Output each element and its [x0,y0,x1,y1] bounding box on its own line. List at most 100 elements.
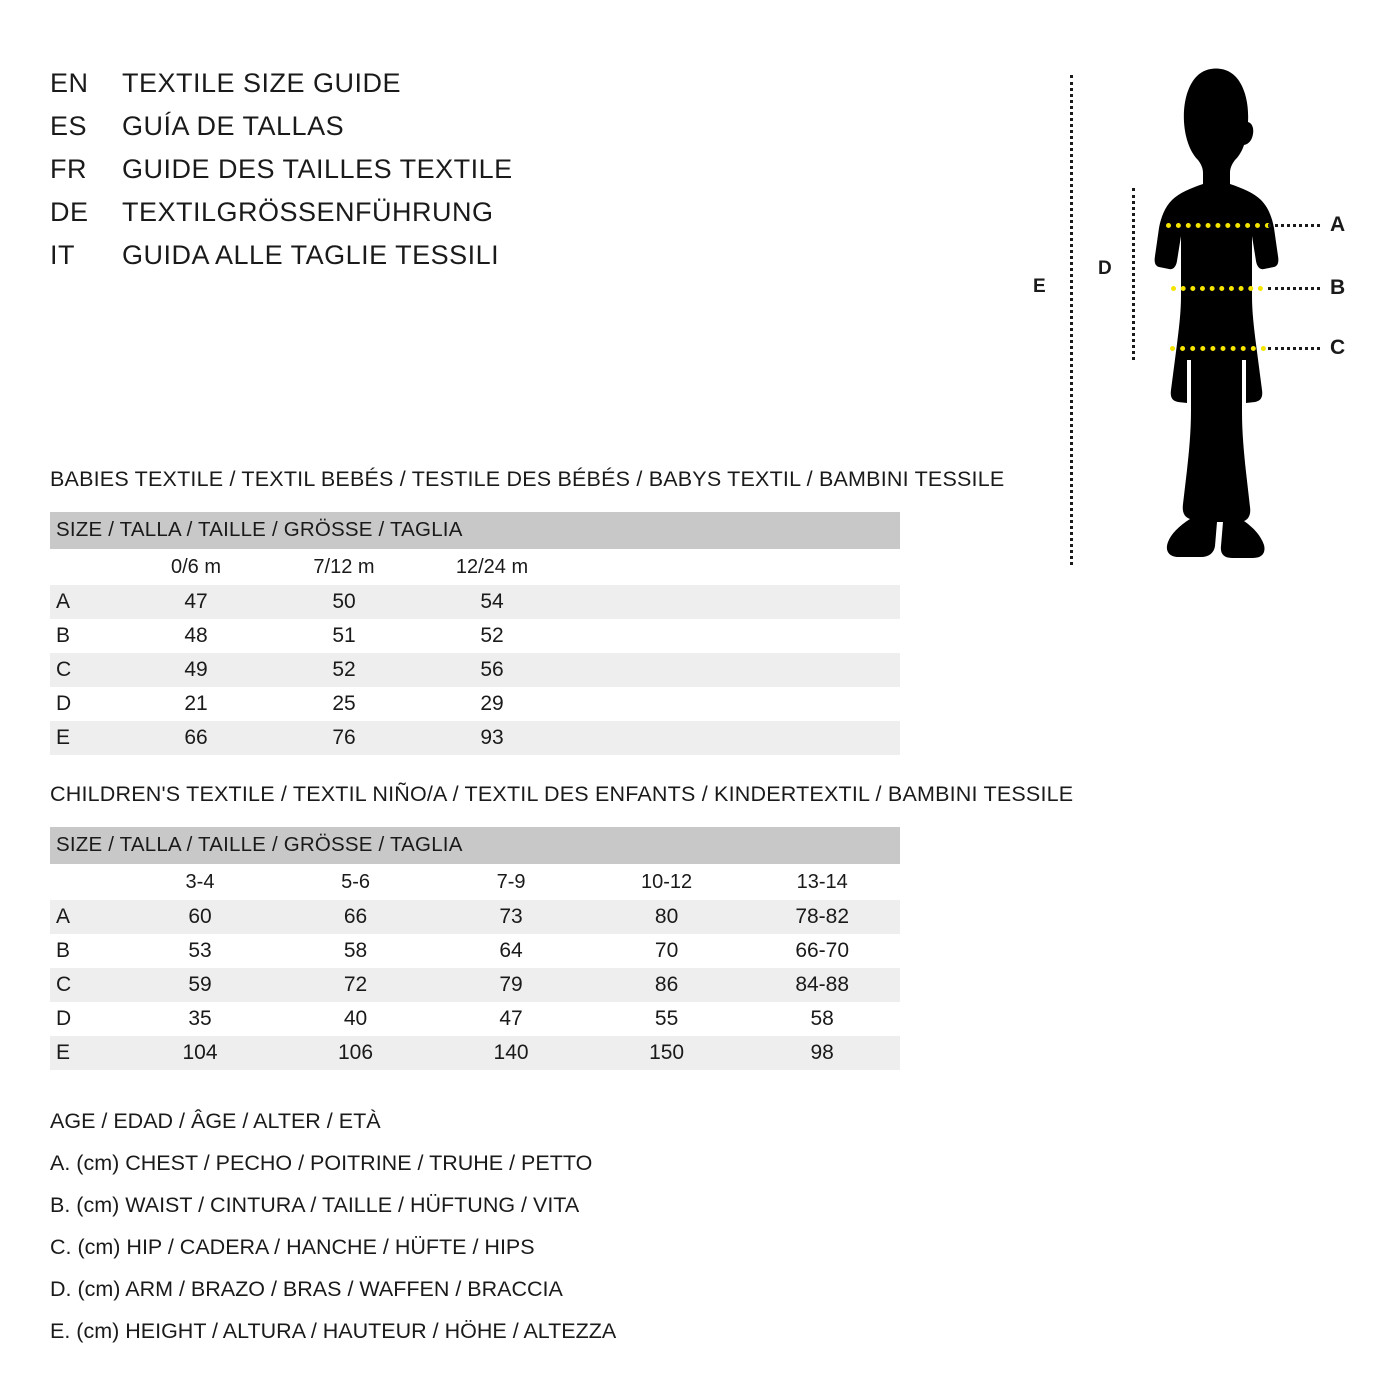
row-key: A [50,585,122,619]
children-col-header: 7-9 [433,864,589,900]
children-table-body: A 60 66 73 80 78-82 B 53 58 64 70 66-70 … [50,900,900,1070]
waist-leader-line [1268,287,1320,290]
table-row: C 49 52 56 [50,653,900,687]
cell: 59 [122,968,278,1002]
language-row: EN TEXTILE SIZE GUIDE [50,68,670,111]
cell: 104 [122,1036,278,1070]
language-code: DE [50,197,89,227]
cell: 98 [744,1036,900,1070]
babies-column-header-row: 0/6 m 7/12 m 12/24 m [50,549,900,585]
language-row: IT GUIDA ALLE TAGLIE TESSILI [50,240,670,283]
language-code: FR [50,154,87,184]
cell: 55 [588,1002,745,1036]
legend-line: C. (cm) HIP / CADERA / HANCHE / HÜFTE / … [50,1235,535,1259]
children-section-title: CHILDREN'S TEXTILE / TEXTIL NIÑO/A / TEX… [50,782,1074,806]
row-key: B [50,934,123,968]
cell: 56 [418,653,566,687]
cell: 73 [433,900,589,934]
pad-cell [566,721,900,755]
cell: 21 [122,687,270,721]
child-silhouette-icon [1154,68,1279,558]
cell: 84-88 [744,968,900,1002]
chest-leader-line [1268,224,1320,227]
hip-measure-line [1170,346,1266,351]
babies-col-header: 12/24 m [418,549,566,585]
language-title: GUIDA ALLE TAGLIE TESSILI [122,240,500,270]
cell: 52 [270,653,418,687]
legend-line: AGE / EDAD / ÂGE / ALTER / ETÀ [50,1109,381,1133]
cell: 66 [277,900,434,934]
cell: 80 [588,900,745,934]
row-key: D [50,687,122,721]
babies-size-table: SIZE / TALLA / TAILLE / GRÖSSE / TAGLIA … [50,512,900,755]
waist-measure-line [1171,286,1263,291]
table-row: A 60 66 73 80 78-82 [50,900,900,934]
legend-line: E. (cm) HEIGHT / ALTURA / HAUTEUR / HÖHE… [50,1319,617,1343]
language-row: ES GUÍA DE TALLAS [50,111,670,154]
measure-label-a: A [1330,213,1346,236]
measurement-legend: AGE / EDAD / ÂGE / ALTER / ETÀ A. (cm) CH… [50,1100,850,1352]
children-col-header: 10-12 [588,864,745,900]
table-row: E 66 76 93 [50,721,900,755]
cell: 40 [277,1002,434,1036]
cell: 47 [122,585,270,619]
language-title: GUIDE DES TAILLES TEXTILE [122,154,513,184]
cell: 35 [122,1002,278,1036]
cell: 93 [418,721,566,755]
babies-section-title: BABIES TEXTILE / TEXTIL BEBÉS / TESTILE … [50,467,1005,491]
babies-table-head: SIZE / TALLA / TAILLE / GRÖSSE / TAGLIA … [50,512,900,585]
children-column-header-row: 3-4 5-6 7-9 10-12 13-14 [50,864,900,900]
table-row: C 59 72 79 86 84-88 [50,968,900,1002]
pad-cell [566,585,900,619]
cell: 25 [270,687,418,721]
table-row: D 35 40 47 55 58 [50,1002,900,1036]
cell: 72 [277,968,434,1002]
height-label-e: E [1033,276,1046,297]
chest-measure-line [1166,223,1270,228]
row-key: D [50,1002,123,1036]
measure-label-b: B [1330,276,1346,299]
cell: 47 [433,1002,589,1036]
table-row: E 104 106 140 150 98 [50,1036,900,1070]
table-row: B 48 51 52 [50,619,900,653]
legend-line: B. (cm) WAIST / CINTURA / TAILLE / HÜFTU… [50,1193,580,1217]
row-key: C [50,968,123,1002]
cell: 140 [433,1036,589,1070]
language-title: TEXTILE SIZE GUIDE [122,68,402,98]
cell: 49 [122,653,270,687]
children-band-row: SIZE / TALLA / TAILLE / GRÖSSE / TAGLIA [50,827,900,864]
row-key: A [50,900,123,934]
legend-line: D. (cm) ARM / BRAZO / BRAS / WAFFEN / BR… [50,1277,563,1301]
cell: 76 [270,721,418,755]
children-corner-cell [50,864,123,900]
cell: 64 [433,934,589,968]
babies-col-header: 0/6 m [122,549,270,585]
arm-guide-line-d [1132,188,1135,360]
babies-pad-cell [566,549,900,585]
cell: 51 [270,619,418,653]
children-size-table: SIZE / TALLA / TAILLE / GRÖSSE / TAGLIA … [50,827,900,1070]
cell: 60 [122,900,278,934]
legend-line: A. (cm) CHEST / PECHO / POITRINE / TRUHE… [50,1151,593,1175]
cell: 54 [418,585,566,619]
cell: 53 [122,934,278,968]
measure-label-c: C [1330,336,1346,359]
children-table-head: SIZE / TALLA / TAILLE / GRÖSSE / TAGLIA … [50,827,900,900]
row-key: E [50,721,122,755]
babies-band-label: SIZE / TALLA / TAILLE / GRÖSSE / TAGLIA [50,512,900,549]
cell: 150 [588,1036,745,1070]
cell: 48 [122,619,270,653]
language-title: TEXTILGRÖSSENFÜHRUNG [122,197,494,227]
cell: 78-82 [744,900,900,934]
children-band-label: SIZE / TALLA / TAILLE / GRÖSSE / TAGLIA [50,827,900,864]
cell: 58 [744,1002,900,1036]
language-row: FR GUIDE DES TAILLES TEXTILE [50,154,670,197]
height-guide-line-e [1070,75,1073,565]
children-col-header: 3-4 [122,864,278,900]
cell: 58 [277,934,434,968]
children-col-header: 13-14 [744,864,900,900]
table-row: A 47 50 54 [50,585,900,619]
cell: 86 [588,968,745,1002]
cell: 66-70 [744,934,900,968]
language-code: ES [50,111,88,141]
